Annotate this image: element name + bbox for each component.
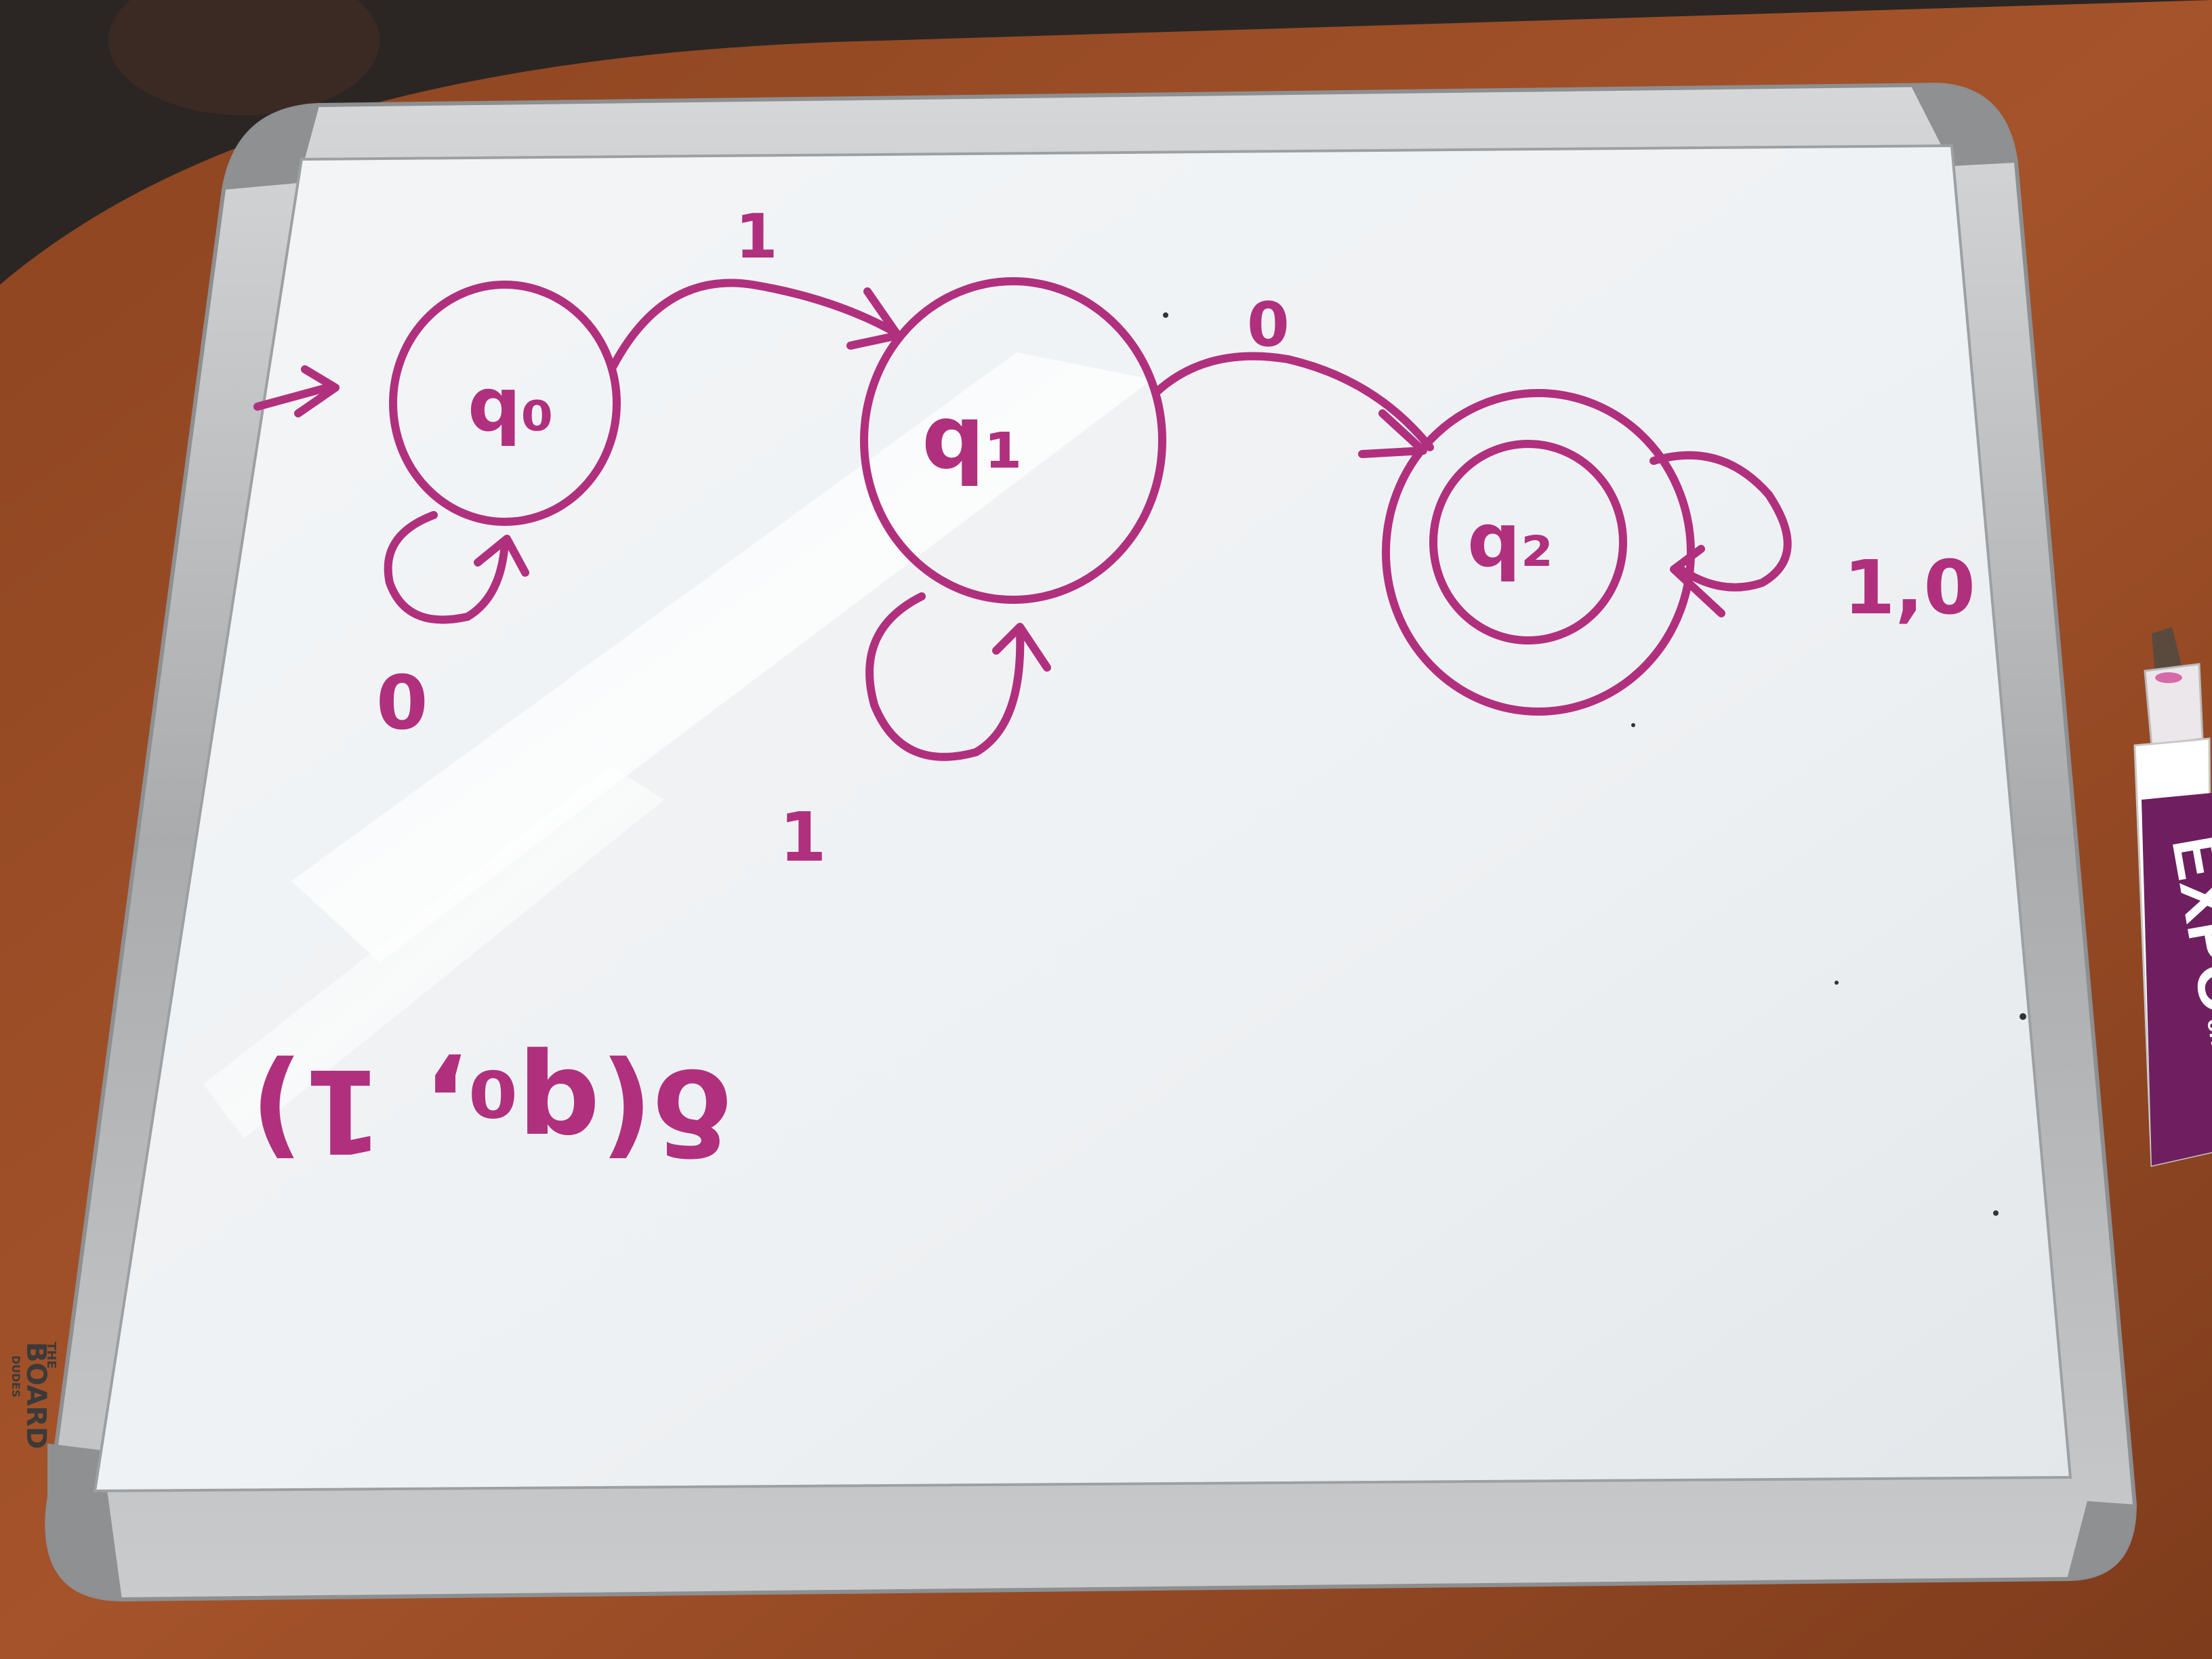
chair-shadow xyxy=(108,0,380,115)
state-q0-circle xyxy=(389,281,621,526)
board-specks xyxy=(1163,312,2026,1216)
marker-ink-stain xyxy=(2155,672,2182,683)
self-loop-q2-arrowhead xyxy=(1670,545,1725,617)
state-q1-label: q₁ xyxy=(922,386,1023,489)
self-loop-q1-label: 1 xyxy=(779,798,827,877)
self-loop-q0-arrowhead xyxy=(474,535,529,577)
marker-label-band xyxy=(2142,793,2212,1166)
frame-corner-top-left xyxy=(224,105,319,190)
board-brand-logo: THE BOARD DUDES xyxy=(9,1342,58,1449)
transition-q1-q2 xyxy=(1151,352,1434,451)
transition-q0-q1-label: 1 xyxy=(735,201,778,272)
transition-q1-q2-label: 0 xyxy=(1247,289,1290,361)
self-loop-q1-arrowhead xyxy=(992,623,1051,672)
state-q1-circle xyxy=(860,277,1166,604)
state-q2-inner-circle xyxy=(1429,440,1627,644)
marker-tip xyxy=(2152,627,2182,674)
board-brand-main: BOARD xyxy=(20,1342,52,1449)
state-diagram xyxy=(253,277,1792,761)
frame-corner-bottom-right xyxy=(2067,1501,2135,1579)
light-glare xyxy=(291,352,1152,962)
note-text: δ(q₀, 1) xyxy=(251,1043,732,1177)
start-arrow xyxy=(253,382,336,411)
transition-q0-q1 xyxy=(609,279,899,370)
self-loop-q2-label: 1,0 xyxy=(1843,544,1975,631)
self-loop-q0 xyxy=(384,511,509,624)
self-loop-q1 xyxy=(865,592,1025,761)
self-loop-q2 xyxy=(1650,451,1792,592)
state-q2-label: q₂ xyxy=(1467,497,1553,583)
expo-marker: EXPO chisel xyxy=(2133,627,2212,1167)
start-arrow-head xyxy=(294,365,340,417)
self-loop-q0-label: 0 xyxy=(376,659,428,746)
note-upside-down: δ(q₀, 1) xyxy=(251,1043,732,1177)
state-q0-label: q₀ xyxy=(468,361,554,448)
frame-corner-top-right xyxy=(1911,85,2016,166)
board-brand-sub: DUDES xyxy=(9,1355,22,1397)
light-glare-secondary xyxy=(203,766,664,1139)
board-brand-small: THE xyxy=(44,1342,58,1369)
